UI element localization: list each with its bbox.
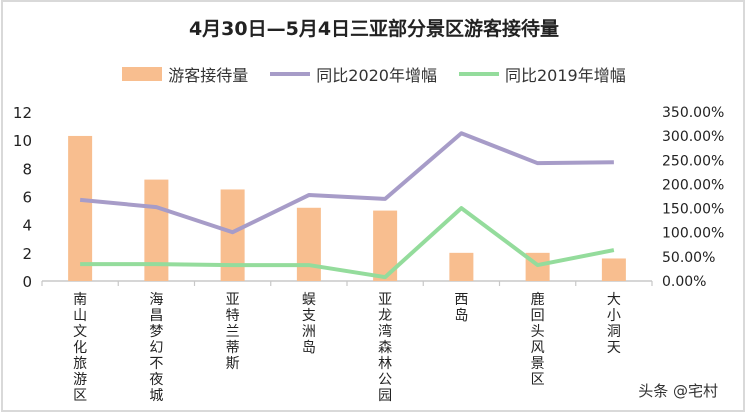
category-label: 蜈支洲岛 xyxy=(301,292,316,356)
bar xyxy=(68,135,93,281)
left-tick-label: 2 xyxy=(22,245,32,263)
category-label: 海昌梦幻不夜城 xyxy=(149,292,164,404)
right-tick-label: 200.00% xyxy=(662,177,724,193)
category-label: 南山文化旅游区 xyxy=(73,292,88,404)
bar xyxy=(449,252,474,281)
series-line xyxy=(80,206,615,280)
right-tick-label: 350.00% xyxy=(662,105,724,121)
legend-label: 同比2019年增幅 xyxy=(505,66,626,85)
right-tick-label: 50.00% xyxy=(662,250,715,266)
category-label: 鹿回头风景区 xyxy=(530,292,545,388)
left-tick-label: 4 xyxy=(22,217,32,235)
legend-swatch xyxy=(270,72,311,76)
legend-label: 游客接待量 xyxy=(168,66,249,85)
watermark: 头条 @宅村 xyxy=(638,382,718,400)
bar xyxy=(601,258,626,281)
right-tick-label: 0.00% xyxy=(662,274,706,290)
right-tick-label: 150.00% xyxy=(662,202,724,218)
legend-swatch xyxy=(122,67,163,81)
legend-item-2019: 同比2019年增幅 xyxy=(459,62,626,86)
legend-item-visitors: 游客接待量 xyxy=(122,62,248,86)
left-tick-label: 8 xyxy=(22,160,32,178)
legend-item-2020: 同比2020年增幅 xyxy=(270,62,437,86)
category-label: 西岛 xyxy=(454,292,469,324)
right-tick-label: 100.00% xyxy=(662,226,724,242)
left-tick-label: 0 xyxy=(22,273,32,291)
category-label: 亚特兰蒂斯 xyxy=(225,292,240,372)
legend-swatch xyxy=(459,72,499,76)
category-label: 大小洞天 xyxy=(606,292,621,356)
right-tick-label: 300.00% xyxy=(662,129,724,145)
chart-title: 4月30日—5月4日三亚部分景区游客接待量 xyxy=(188,18,560,40)
legend-label: 同比2020年增幅 xyxy=(316,66,437,85)
left-tick-label: 10 xyxy=(13,132,32,150)
left-tick-label: 12 xyxy=(13,104,32,122)
category-label: 亚龙湾森林公园 xyxy=(378,292,393,404)
series-line xyxy=(79,131,614,235)
legend: 游客接待量 同比2020年增幅 同比2019年增幅 xyxy=(0,62,748,86)
left-tick-label: 6 xyxy=(22,189,32,207)
bar xyxy=(220,189,245,281)
bar xyxy=(296,207,321,281)
right-tick-label: 250.00% xyxy=(662,153,724,169)
